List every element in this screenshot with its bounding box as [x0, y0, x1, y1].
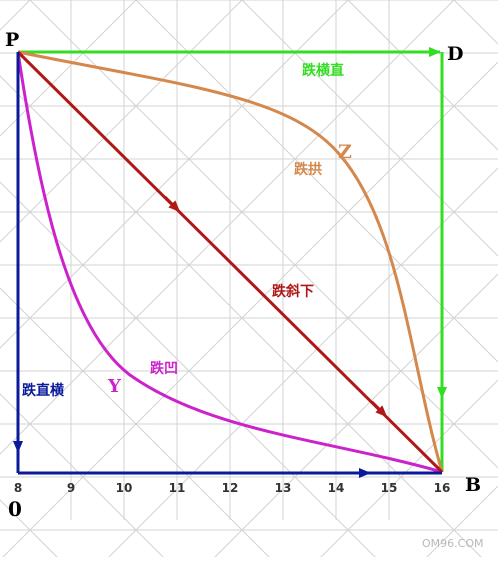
grid-diagonal: [0, 0, 243, 243]
grid-diagonal: [0, 0, 137, 137]
label-concave: 跌凹: [150, 361, 178, 377]
diagonal-arrow-1: [163, 195, 181, 213]
watermark: OM96.COM: [422, 537, 483, 550]
x-tick-label: 8: [14, 481, 22, 495]
x-tick-label: 12: [222, 481, 239, 495]
grid-diagonal: [0, 393, 167, 561]
grid-diagonal: [211, 273, 498, 561]
point-o-label: 0: [8, 497, 22, 521]
grid-diagonal: [241, 0, 498, 257]
x-tick-label: 9: [67, 481, 75, 495]
point-p-label: P: [5, 29, 19, 51]
grid-diagonal: [105, 167, 498, 561]
x-tick-labels: 8 9 10 11 12 13 14 15 16: [14, 481, 451, 495]
grid-diagonal: [0, 181, 379, 561]
x-tick-label: 15: [381, 481, 398, 495]
label-vertical-then-horizontal: 跌直横: [22, 382, 65, 399]
grid-diagonal: [0, 0, 455, 455]
x-tick-label: 16: [434, 481, 451, 495]
x-tick-label: 13: [275, 481, 292, 495]
grid-diagonal: [29, 0, 498, 469]
letter-y: Y: [107, 376, 122, 397]
label-arch: 跌拱: [294, 161, 322, 178]
grid-diagonal: [317, 379, 498, 561]
x-tick-label: 14: [328, 481, 345, 495]
letter-z: Z: [338, 141, 352, 163]
x-tick-label: 10: [116, 481, 133, 495]
path-diagonal: [16, 50, 444, 474]
diagonal-arrow-2: [370, 400, 388, 418]
x-tick-label: 11: [169, 481, 186, 495]
point-d-label: D: [447, 43, 463, 65]
concave-curve: [16, 51, 443, 474]
grid-diagonal: [135, 0, 498, 363]
label-diagonal: 跌斜下: [272, 283, 314, 300]
label-horizontal-then-vertical: 跌横直: [302, 62, 344, 79]
grid-diagonal: [0, 287, 273, 561]
arch-curve: [17, 50, 444, 473]
point-b-label: B: [465, 474, 481, 496]
